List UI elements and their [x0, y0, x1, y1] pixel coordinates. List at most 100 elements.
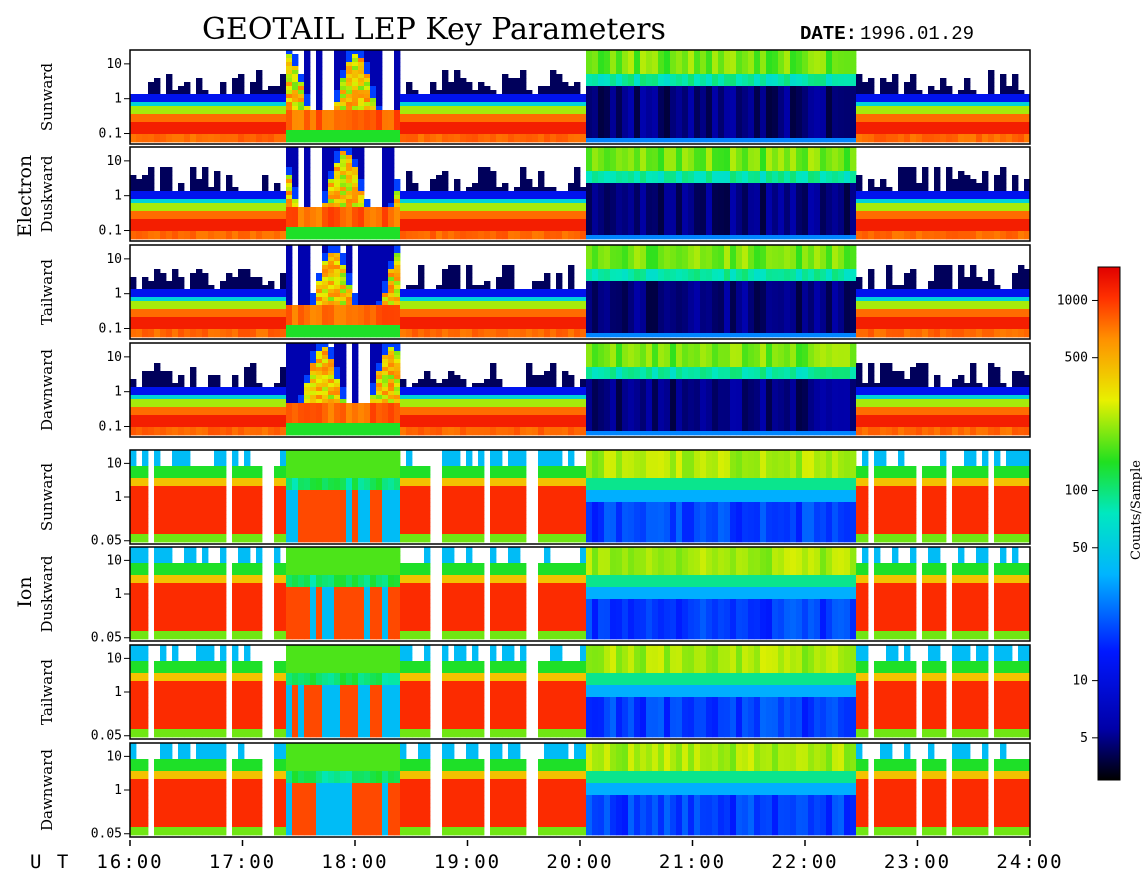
heatmap-cell: [190, 106, 197, 111]
heatmap-cell: [388, 179, 395, 184]
heatmap-cell: [202, 215, 209, 220]
heatmap-cell: [406, 199, 413, 204]
heatmap-cell: [658, 134, 665, 139]
heatmap-cell: [742, 163, 749, 168]
heatmap-cell: [688, 219, 695, 224]
heatmap-cell: [220, 199, 227, 204]
heatmap-cell: [916, 211, 923, 216]
heatmap-cell: [616, 102, 623, 107]
heatmap-cell: [532, 207, 539, 212]
heatmap-cell: [418, 191, 425, 196]
heatmap-cell: [658, 175, 665, 180]
heatmap-cell: [238, 191, 245, 196]
heatmap-cell: [418, 203, 425, 208]
heatmap-cell: [760, 62, 767, 67]
heatmap-cell: [292, 151, 299, 156]
heatmap-cell: [190, 195, 197, 200]
heatmap-cell: [340, 167, 347, 172]
heatmap-cell: [682, 82, 689, 87]
heatmap-cell: [604, 66, 611, 71]
heatmap-cell: [610, 207, 617, 212]
heatmap-cell: [1000, 130, 1007, 135]
heatmap-cell: [388, 171, 395, 176]
heatmap-cell: [808, 106, 815, 111]
heatmap-cell: [766, 118, 773, 123]
heatmap-cell: [652, 50, 659, 55]
heatmap-cell: [838, 163, 845, 168]
heatmap-cell: [820, 78, 827, 83]
heatmap-cell: [610, 235, 617, 240]
heatmap-cell: [874, 102, 881, 107]
heatmap-cell: [634, 82, 641, 87]
heatmap-cell: [754, 50, 761, 55]
heatmap-cell: [214, 199, 221, 204]
heatmap-cell: [544, 227, 551, 232]
heatmap-cell: [526, 211, 533, 216]
heatmap-cell: [184, 122, 191, 127]
heatmap-cell: [880, 231, 887, 236]
heatmap-cell: [202, 114, 209, 119]
heatmap-cell: [826, 118, 833, 123]
heatmap-cell: [964, 110, 971, 115]
heatmap-cell: [688, 159, 695, 164]
heatmap-cell: [646, 106, 653, 111]
heatmap-cell: [736, 167, 743, 172]
heatmap-cell: [682, 98, 689, 103]
heatmap-cell: [910, 203, 917, 208]
heatmap-cell: [976, 114, 983, 119]
heatmap-cell: [586, 106, 593, 111]
heatmap-cell: [502, 118, 509, 123]
heatmap-cell: [682, 211, 689, 216]
heatmap-cell: [634, 54, 641, 59]
heatmap-cell: [406, 187, 413, 192]
heatmap-cell: [712, 215, 719, 220]
heatmap-cell: [1000, 74, 1007, 79]
heatmap-cell: [838, 155, 845, 160]
heatmap-cell: [232, 223, 239, 228]
heatmap-cell: [778, 219, 785, 224]
heatmap-cell: [274, 102, 281, 107]
heatmap-cell: [724, 102, 731, 107]
heatmap-cell: [400, 106, 407, 111]
heatmap-cell: [310, 110, 317, 115]
heatmap-cell: [640, 54, 647, 59]
heatmap-cell: [898, 227, 905, 232]
heatmap-cell: [424, 211, 431, 216]
heatmap-cell: [634, 102, 641, 107]
heatmap-cell: [352, 54, 359, 59]
heatmap-cell: [154, 199, 161, 204]
heatmap-cell: [886, 130, 893, 135]
heatmap-cell: [910, 175, 917, 180]
heatmap-cell: [346, 203, 353, 208]
heatmap-cell: [382, 199, 389, 204]
heatmap-cell: [838, 82, 845, 87]
heatmap-cell: [1024, 114, 1031, 119]
heatmap-cell: [442, 94, 449, 99]
heatmap-cell: [220, 227, 227, 232]
heatmap-cell: [460, 195, 467, 200]
heatmap-cell: [880, 106, 887, 111]
heatmap-cell: [286, 187, 293, 192]
heatmap-cell: [760, 90, 767, 95]
heatmap-cell: [610, 118, 617, 123]
heatmap-cell: [808, 130, 815, 135]
heatmap-cell: [760, 179, 767, 184]
heatmap-cell: [334, 195, 341, 200]
heatmap-cell: [160, 130, 167, 135]
heatmap-cell: [148, 211, 155, 216]
heatmap-cell: [280, 122, 287, 127]
heatmap-cell: [892, 227, 899, 232]
heatmap-cell: [160, 231, 167, 236]
heatmap-cell: [262, 138, 269, 143]
heatmap-cell: [304, 203, 311, 208]
heatmap-cell: [712, 114, 719, 119]
heatmap-cell: [160, 118, 167, 123]
heatmap-cell: [868, 114, 875, 119]
heatmap-cell: [910, 211, 917, 216]
heatmap-cell: [598, 126, 605, 131]
heatmap-cell: [184, 110, 191, 115]
heatmap-cell: [592, 179, 599, 184]
heatmap-cell: [574, 175, 581, 180]
heatmap-cell: [268, 223, 275, 228]
heatmap-cell: [538, 114, 545, 119]
